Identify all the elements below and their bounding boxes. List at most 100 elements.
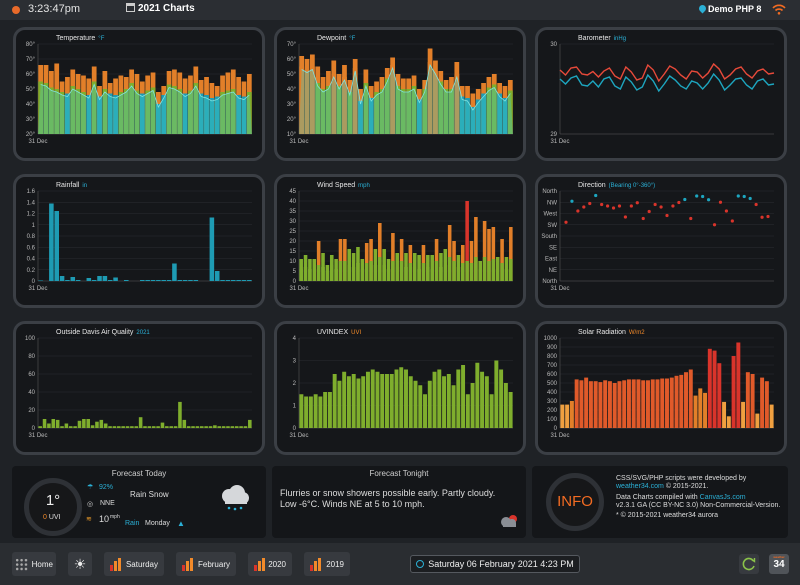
y-tick-label: 10 <box>289 259 296 265</box>
bar-low <box>507 90 513 134</box>
bar <box>38 280 43 281</box>
bar <box>91 280 97 281</box>
bar-average <box>474 257 478 281</box>
bar-low <box>320 89 326 134</box>
bar <box>313 394 318 428</box>
y-tick-label: 60° <box>287 57 297 63</box>
bar-average <box>334 269 338 281</box>
bar <box>234 426 239 428</box>
bar <box>764 381 769 428</box>
bar <box>365 371 370 428</box>
y-tick-label: 1.6 <box>27 189 36 195</box>
clock-icon <box>416 560 425 568</box>
bar <box>437 369 442 428</box>
year-2020-button[interactable]: 2020 <box>248 552 292 576</box>
bar-average <box>347 265 352 281</box>
humidity-value: 92% <box>99 484 114 491</box>
bar <box>499 369 504 428</box>
bar <box>145 280 150 281</box>
february-button[interactable]: February <box>176 552 236 576</box>
top-bar: 3:23:47pm 2021 Charts Demo PHP 8 <box>0 0 800 20</box>
bar <box>385 374 389 428</box>
uvi-value: 0 <box>43 514 47 521</box>
y-tick-label: 500 <box>547 381 558 387</box>
bar <box>707 348 712 428</box>
compass-icon: ◎ <box>87 501 94 508</box>
bar-average <box>500 263 504 281</box>
y-tick-label: 30 <box>550 42 557 48</box>
bar <box>612 383 617 428</box>
bar-chart-icon <box>182 557 194 571</box>
bar <box>103 423 108 428</box>
station-name[interactable]: Demo PHP 8 <box>708 4 762 14</box>
bar <box>213 425 217 428</box>
bar-low <box>49 87 54 134</box>
bar <box>617 381 622 428</box>
x-tick-label: 31 Dec <box>289 286 308 292</box>
info-badge[interactable]: INFO <box>546 473 604 531</box>
theme-toggle-button[interactable]: ☀ <box>68 552 92 576</box>
bar <box>220 280 225 281</box>
bar <box>484 376 489 428</box>
bar-low <box>150 87 156 134</box>
bar-low <box>342 77 347 134</box>
bar-low <box>465 98 470 134</box>
bar <box>318 396 323 428</box>
bar-low <box>225 90 231 134</box>
credits-site-link[interactable]: weather34.com <box>616 483 664 490</box>
bar <box>603 380 608 428</box>
bar-average <box>391 261 395 281</box>
bar <box>432 371 437 428</box>
y-tick-label: North <box>542 279 557 285</box>
y-tick-label: 30° <box>287 102 297 108</box>
data-point <box>701 194 705 199</box>
refresh-button[interactable] <box>739 554 759 574</box>
bar-average <box>321 267 325 281</box>
chart-barometer: 29 30 31 Dec Barometer inHg <box>538 30 784 158</box>
y-tick-label: 70° <box>287 42 297 48</box>
bar <box>342 371 347 428</box>
bar-low <box>497 93 502 134</box>
y-tick-label: 300 <box>547 399 558 405</box>
x-tick-label: 31 Dec <box>289 139 308 145</box>
bar-low <box>395 86 401 134</box>
bar <box>161 280 166 281</box>
bar <box>434 239 439 281</box>
credits-canvas-link[interactable]: CanvasJs.com <box>699 494 746 501</box>
bar <box>655 379 660 428</box>
bar <box>166 280 172 281</box>
bar <box>59 276 65 281</box>
forecast-today-panel: Forecast Today 1° 0 UVI ☂ 92% ◎ NNE ≋ 10… <box>12 466 266 538</box>
saturday-label: Saturday <box>125 559 158 569</box>
bar <box>375 371 380 428</box>
weather34-logo[interactable]: weather 34 <box>769 554 789 574</box>
chart-airquality: 0 20 40 60 80 100 31 Dec Outside Davis Air Qual… <box>16 324 262 452</box>
bar <box>646 380 650 428</box>
bar-average <box>408 263 413 281</box>
wind-direction: NNE <box>100 500 115 507</box>
bar <box>480 371 485 428</box>
bar-average <box>356 263 360 281</box>
y-tick-label: 25 <box>289 229 296 235</box>
bar <box>408 376 413 428</box>
bar-average <box>395 267 400 281</box>
bar <box>124 280 129 281</box>
bar-low <box>134 90 140 134</box>
bar <box>151 426 156 428</box>
bar <box>361 376 366 428</box>
forecast-temp: 1° <box>45 492 61 509</box>
bar <box>755 413 760 428</box>
bar <box>150 280 156 281</box>
bar-average <box>399 261 404 281</box>
year-2019-button[interactable]: 2019 <box>304 552 350 576</box>
data-point <box>677 200 681 205</box>
home-button[interactable]: Home <box>12 552 56 576</box>
february-label: February <box>197 559 230 569</box>
data-point <box>588 201 592 206</box>
bar <box>86 278 92 281</box>
y-tick-label: 40° <box>287 87 297 93</box>
bar-average <box>447 257 452 281</box>
saturday-button[interactable]: Saturday <box>104 552 164 576</box>
bar-average <box>509 259 513 281</box>
bar-low <box>336 86 342 134</box>
